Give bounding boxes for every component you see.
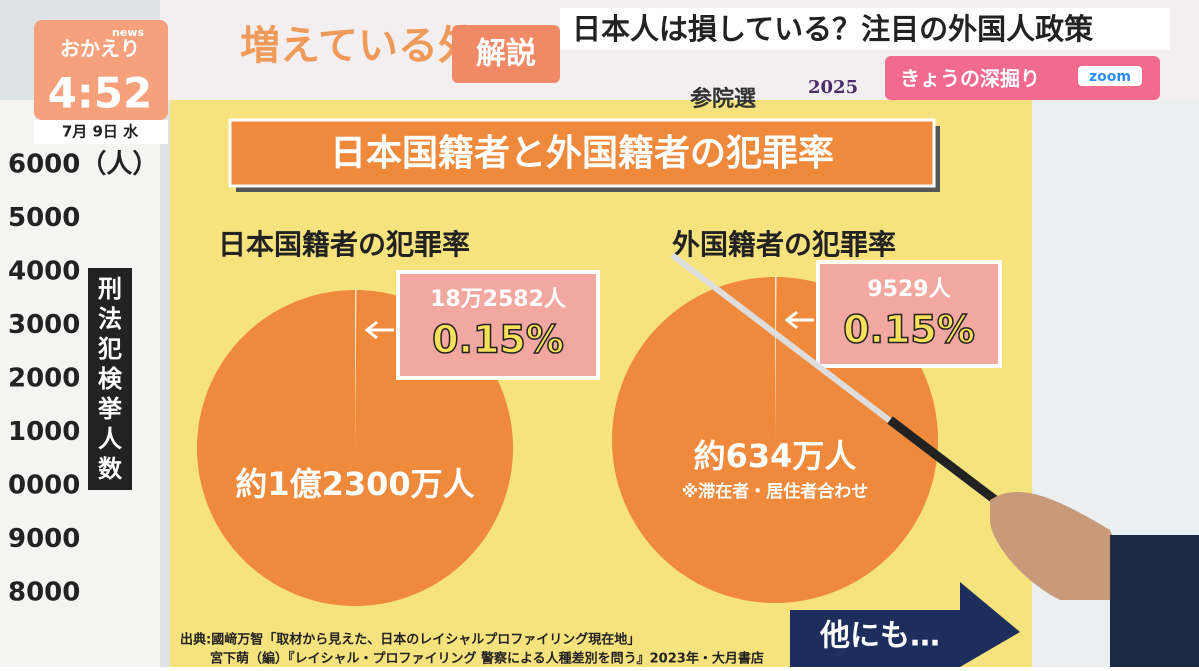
- side-caption: 挙: [97, 395, 123, 423]
- topic-cut: 増えている外: [240, 23, 478, 69]
- tag: 解説: [476, 37, 536, 72]
- headline: 日本人は損している？注目の外国人政策: [572, 12, 1094, 46]
- side-label: 5000: [8, 203, 80, 233]
- more-arrow: [790, 582, 1020, 667]
- side-label: 1000: [8, 417, 80, 447]
- side-caption: 数: [98, 455, 123, 483]
- program-name: おかえり: [60, 37, 140, 61]
- hand: [990, 491, 1140, 600]
- tag-box: [452, 25, 560, 83]
- population-label: 約634万人: [694, 437, 857, 475]
- side-label: 2000: [8, 364, 80, 394]
- side-label: 6000（人）: [8, 150, 158, 180]
- side-caption: 検: [98, 365, 123, 393]
- count-label: 18万2582人: [430, 287, 566, 312]
- side-caption: 刑: [98, 275, 122, 303]
- sleeve: [1110, 535, 1199, 667]
- source-line: 宮下萌（編）『レイシャル・プロファイリング 警察による人種差別を問う』2023年…: [210, 651, 764, 667]
- app: zoom: [1089, 69, 1131, 85]
- side-caption: 人: [98, 425, 122, 453]
- headline-box: [560, 8, 1170, 50]
- side-label: 0000: [8, 471, 80, 501]
- side-label: 8000: [8, 578, 80, 608]
- app-box: [1078, 66, 1142, 86]
- election: 参院選: [690, 86, 756, 112]
- side-label: 4000: [8, 257, 80, 287]
- pointer-arrow: [364, 320, 394, 340]
- program-time: 4:52: [48, 69, 152, 118]
- logo-box: [34, 20, 168, 120]
- side-label: 9000: [8, 524, 80, 554]
- pointer-arrow: [784, 310, 814, 330]
- callout-box: [816, 260, 1002, 368]
- side-caption: 犯: [97, 335, 122, 363]
- population-note: ※滞在者・居住者合わせ: [682, 481, 869, 502]
- board-title: 日本国籍者と外国籍者の犯罪率: [330, 133, 834, 174]
- pie-slice: [354, 288, 358, 449]
- chart-title: 外国籍者の犯罪率: [672, 228, 896, 261]
- side-label: 3000: [8, 310, 80, 340]
- value-label: 0.15%: [843, 308, 975, 352]
- value-label: 0.15%: [432, 318, 564, 362]
- side-caption-box: [88, 268, 132, 490]
- date-box: [34, 120, 168, 144]
- side-caption: 法: [98, 305, 122, 333]
- pie-slice: [774, 275, 778, 441]
- more: 他にも…: [819, 619, 940, 654]
- side-board: [0, 100, 160, 667]
- count-label: 9529人: [867, 277, 950, 302]
- chart-title: 日本国籍者の犯罪率: [218, 228, 470, 261]
- date: 7月 9日 水: [62, 123, 139, 141]
- callout-box: [396, 270, 600, 380]
- source-line: 出典:國﨑万智「取材から見えた、日本のレイシャルプロファイリング現在地」: [180, 632, 640, 648]
- corner: きょうの深掘り: [900, 67, 1040, 91]
- population-label: 約1億2300万人: [235, 465, 474, 503]
- year: 2025: [808, 77, 858, 98]
- title-box: [228, 118, 936, 188]
- brand: news: [112, 26, 144, 39]
